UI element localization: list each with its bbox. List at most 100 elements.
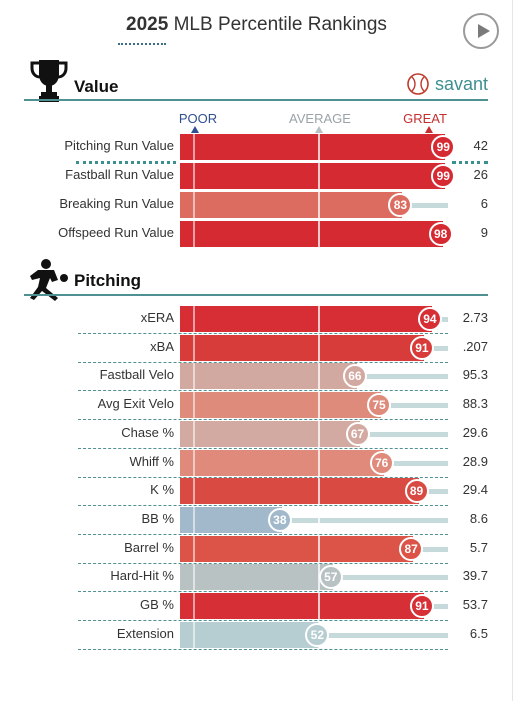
bar-gridline-average — [318, 306, 320, 332]
metric-label: xERA — [140, 310, 174, 325]
percentile-track — [279, 517, 448, 523]
percentile-row[interactable]: xBA 91 .207 — [0, 334, 513, 363]
metric-label: Pitching Run Value — [64, 138, 174, 153]
percentile-badge: 66 — [342, 364, 367, 389]
bar-gridline-average — [318, 478, 320, 505]
percentile-row[interactable]: BB % 38 8.6 — [0, 506, 513, 535]
bar-gridline-poor — [193, 306, 195, 332]
percentile-track — [379, 403, 448, 409]
bar-gridline-average — [318, 506, 320, 533]
scale-average-label: AVERAGE — [289, 111, 351, 126]
percentile-bar — [180, 221, 443, 247]
metric-label: Barrel % — [124, 539, 174, 555]
percentile-row[interactable]: Chase % 67 29.6 — [0, 420, 513, 449]
percentile-track — [381, 460, 448, 466]
scale-average-marker — [315, 126, 323, 133]
percentile-bar — [180, 163, 446, 189]
metric-value: 26 — [473, 167, 488, 182]
bar-gridline-average — [318, 134, 320, 160]
bar-gridline-poor — [193, 192, 195, 218]
percentile-row[interactable]: Avg Exit Velo 75 88.3 — [0, 392, 513, 420]
percentile-bar — [180, 363, 357, 390]
percentile-track — [354, 374, 448, 380]
row-separator — [78, 447, 448, 449]
metric-label: Fastball Run Value — [65, 167, 174, 182]
percentile-badge: 94 — [417, 307, 442, 331]
percentile-bar — [180, 621, 320, 648]
bar-gridline-poor — [193, 478, 195, 505]
bar-gridline-average — [318, 363, 320, 390]
percentile-row[interactable]: Pitching Run Value 99 42 — [0, 134, 513, 162]
row-separator — [78, 648, 448, 650]
percentile-row[interactable]: xERA 94 2.73 — [0, 306, 513, 334]
bar-gridline-poor — [193, 392, 195, 419]
percentile-bar — [180, 478, 419, 505]
metric-value: 29.6 — [462, 424, 488, 440]
dotted-marker-right — [452, 161, 488, 164]
bar-gridline-poor — [193, 593, 195, 619]
percentile-badge: 76 — [369, 450, 394, 475]
play-icon[interactable] — [463, 13, 499, 49]
bar-gridline-average — [318, 535, 320, 562]
pitcher-icon — [30, 259, 68, 301]
bar-gridline-poor — [193, 506, 195, 533]
metric-value: 9 — [480, 225, 488, 240]
percentile-row[interactable]: Barrel % 87 5.7 — [0, 535, 513, 564]
bar-gridline-average — [318, 392, 320, 419]
percentile-bar — [180, 506, 282, 533]
title-year: 2025 — [126, 14, 169, 35]
metric-value: 5.7 — [469, 539, 488, 555]
scale-great-label: GREAT — [403, 111, 447, 126]
metric-label: Extension — [116, 625, 174, 641]
metric-value: 6.5 — [469, 625, 488, 641]
metric-value: 88.3 — [462, 396, 488, 412]
row-separator — [78, 361, 448, 363]
percentile-row[interactable]: Breaking Run Value 83 6 — [0, 192, 513, 220]
metric-value: 95.3 — [462, 367, 488, 383]
percentile-badge: 52 — [305, 622, 330, 647]
percentile-track — [421, 604, 448, 609]
savant-text: savant — [435, 74, 489, 94]
scale-poor-label: POOR — [178, 111, 218, 126]
pitching-section-divider — [24, 294, 488, 296]
percentile-row[interactable]: Whiff % 76 28.9 — [0, 449, 513, 478]
percentile-badge: 38 — [267, 507, 292, 532]
bar-gridline-poor — [193, 221, 195, 247]
metric-label: Avg Exit Velo — [97, 396, 174, 412]
bar-gridline-average — [318, 163, 320, 189]
metric-label: Fastball Velo — [99, 367, 174, 383]
metric-label: BB % — [141, 510, 174, 526]
percentile-badge: 89 — [404, 479, 429, 504]
percentile-row[interactable]: Hard-Hit % 57 39.7 — [0, 564, 513, 592]
percentile-track — [400, 203, 448, 208]
row-separator — [78, 419, 448, 421]
metric-label: Breaking Run Value — [59, 196, 174, 211]
metric-label: Offspeed Run Value — [58, 225, 174, 240]
percentile-badge: 91 — [409, 594, 434, 618]
bar-gridline-poor — [193, 564, 195, 591]
percentile-row[interactable]: K % 89 29.4 — [0, 478, 513, 506]
metric-label: xBA — [150, 338, 174, 354]
row-separator — [78, 476, 448, 478]
metric-label: Chase % — [121, 424, 174, 440]
bar-gridline-poor — [193, 163, 195, 189]
percentile-row[interactable]: Fastball Run Value 99 26 — [0, 163, 513, 191]
bar-gridline-poor — [193, 449, 195, 476]
percentile-row[interactable]: GB % 91 53.7 — [0, 593, 513, 621]
percentile-bar — [180, 449, 384, 476]
bar-gridline-average — [318, 593, 320, 619]
percentile-row[interactable]: Extension 52 6.5 — [0, 621, 513, 650]
percentile-badge: 99 — [431, 135, 456, 159]
metric-value: 2.73 — [462, 310, 488, 325]
value-section-divider — [24, 99, 488, 101]
percentile-badge: 91 — [409, 335, 434, 360]
percentile-bar — [180, 564, 333, 591]
metric-label: Hard-Hit % — [110, 568, 174, 584]
row-separator — [78, 390, 448, 392]
percentile-row[interactable]: Offspeed Run Value 98 9 — [0, 221, 513, 249]
year-dropdown-underline[interactable] — [118, 43, 166, 45]
scale-great-marker — [425, 126, 433, 133]
metric-value: 28.9 — [462, 453, 488, 469]
metric-value: .207 — [462, 338, 488, 354]
percentile-row[interactable]: Fastball Velo 66 95.3 — [0, 363, 513, 391]
